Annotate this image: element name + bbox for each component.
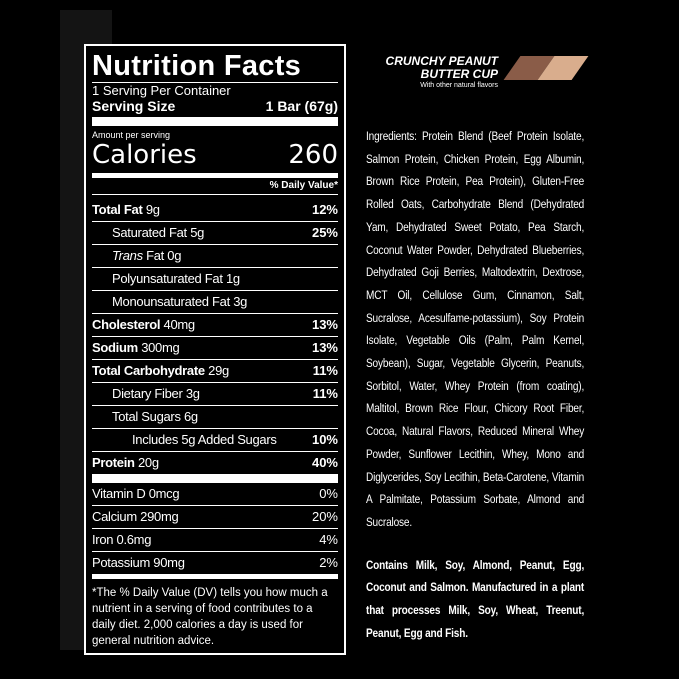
nutrient-row: Saturated Fat 5g 25% [92,221,338,244]
servings-per-container: 1 Serving Per Container [92,83,231,98]
serving-size-label: Serving Size [92,98,176,114]
ingredients-column: Ingredients: Protein Blend (Beef Protein… [366,125,584,644]
nutrient-row: Sodium 300mg 13% [92,336,338,359]
nutrient-row: Total Sugars 6g [92,405,338,428]
nutrient-row: Monounsaturated Fat 3g [92,290,338,313]
flavor-name: CRUNCHY PEANUT BUTTER CUP With other nat… [378,55,498,91]
vitamin-row: Potassium 90mg 2% [92,551,338,574]
nutrient-row: Polyunsaturated Fat 1g [92,267,338,290]
flavor-subtitle: With other natural flavors [420,82,498,89]
calories-label: Calories [92,140,197,170]
nutrient-row: Total Carbohydrate 29g 11% [92,359,338,382]
nutrient-row: Total Fat 9g 12% [92,202,338,217]
serving-size-value: 1 Bar (67g) [265,98,338,114]
nutrient-row: Trans Fat 0g [92,244,338,267]
daily-value-footnote: *The % Daily Value (DV) tells you how mu… [92,587,328,647]
nutrition-facts-panel: Nutrition Facts 1 Serving Per Container … [84,44,346,655]
vitamin-row: Iron 0.6mg 4% [92,528,338,551]
allergen-statement: Contains Milk, Soy, Almond, Peanut, Egg,… [366,557,585,640]
ingredients-text: Ingredients: Protein Blend (Beef Protein… [366,129,585,529]
nutrient-row: Cholesterol 40mg 13% [92,313,338,336]
calories-value: 260 [288,140,338,170]
daily-value-header: % Daily Value* [269,180,338,191]
label-title: Nutrition Facts [92,50,302,82]
nutrient-row: Protein 20g 40% [92,451,338,474]
nutrient-row: Includes 5g Added Sugars 10% [92,428,338,451]
vitamin-row: Calcium 290mg 20% [92,505,338,528]
vitamin-row: Vitamin D 0mcg 0% [92,486,338,501]
nutrient-row: Dietary Fiber 3g 11% [92,382,338,405]
amount-per-serving: Amount per serving [92,130,171,140]
